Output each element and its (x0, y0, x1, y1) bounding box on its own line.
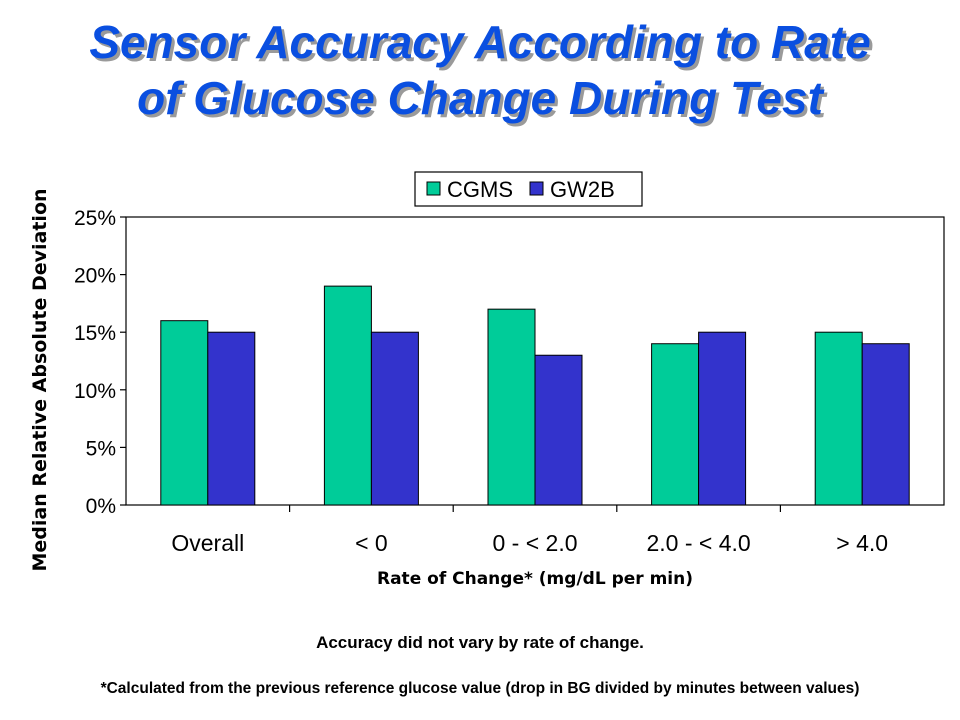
legend-swatch-gw2b (529, 181, 544, 196)
legend-label-gw2b: GW2B (550, 177, 615, 202)
bar-gw2b (861, 343, 910, 506)
y-tick-label: 0% (86, 495, 116, 518)
legend-swatch-cgms (426, 181, 441, 196)
bar-gw2b (534, 354, 583, 506)
bar-cgms (160, 320, 209, 506)
y-tick-label: 20% (74, 265, 116, 288)
bar-cgms (651, 343, 700, 506)
y-tick-label: 25% (74, 207, 116, 230)
title-line-1: Sensor Accuracy According to Rate (89, 16, 871, 68)
bar-cgms (487, 308, 536, 506)
y-tick-label: 15% (74, 322, 116, 345)
y-tick-label: 5% (86, 437, 116, 460)
x-axis-label: Rate of Change* (mg/dL per min) (377, 569, 693, 589)
x-tick-label: > 4.0 (836, 530, 888, 556)
legend-label-cgms: CGMS (447, 177, 513, 202)
y-tick-label: 10% (74, 380, 116, 403)
x-tick-label: 0 - < 2.0 (492, 530, 577, 556)
bar-gw2b (207, 331, 256, 506)
x-tick-label: 2.0 - < 4.0 (646, 530, 750, 556)
title-line-2: of Glucose Change During Test (137, 72, 823, 124)
legend-box (414, 171, 643, 207)
bar-cgms (323, 285, 372, 506)
bar-gw2b (370, 331, 419, 506)
x-tick-label: < 0 (355, 530, 388, 556)
y-axis-label: Median Relative Absolute Deviation (29, 188, 51, 571)
summary-note: Accuracy did not vary by rate of change. (316, 633, 644, 652)
x-tick-label: Overall (171, 530, 244, 556)
footnote: *Calculated from the previous reference … (100, 680, 860, 697)
slide-title: Sensor Accuracy According to Rate of Glu… (0, 14, 960, 126)
bar-cgms (814, 331, 863, 506)
bar-gw2b (698, 331, 747, 506)
